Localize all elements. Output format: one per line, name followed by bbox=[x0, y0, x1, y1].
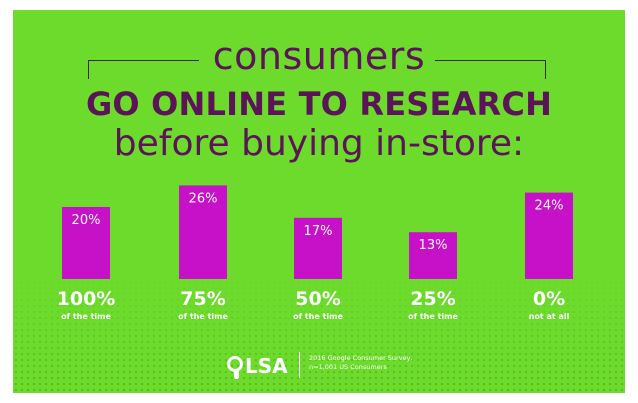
category-subtitle: of the time bbox=[293, 312, 343, 321]
bar-value-label: 13% bbox=[419, 238, 448, 253]
bar-0 bbox=[525, 192, 573, 279]
category-label: 50% bbox=[295, 288, 340, 310]
lsa-logo: LSA bbox=[227, 354, 288, 380]
category-label: 100% bbox=[57, 288, 116, 310]
category-label: 75% bbox=[180, 288, 225, 310]
bar-chart: 20% 100% of the time 26% 75% of the time 17% 50… bbox=[57, 185, 573, 321]
location-pin-icon bbox=[227, 356, 243, 379]
bar-value-label: 20% bbox=[72, 213, 101, 228]
title-rule-left bbox=[88, 60, 199, 79]
source-note-line1: 2016 Google Consumer Survey, bbox=[309, 354, 413, 362]
bar-50 bbox=[294, 217, 342, 279]
infographic-panel: consumers GO ONLINE TO RESEARCH before b… bbox=[13, 10, 625, 393]
category-subtitle: not at all bbox=[529, 312, 570, 321]
bar-value-label: 24% bbox=[535, 199, 564, 214]
labels-layer: 20% 100% of the time 26% 75% of the time 17% 50… bbox=[57, 191, 570, 321]
category-subtitle: of the time bbox=[61, 312, 111, 321]
bar-100 bbox=[62, 207, 110, 279]
source-note: 2016 Google Consumer Survey, n=1,001 US … bbox=[309, 354, 459, 372]
source-note-line2: n=1,001 US Consumers bbox=[309, 363, 387, 371]
bar-75 bbox=[179, 185, 227, 279]
logo-text: LSA bbox=[245, 354, 288, 378]
title-rule-right bbox=[435, 60, 546, 79]
title-row: consumers bbox=[13, 34, 625, 79]
category-subtitle: of the time bbox=[178, 312, 228, 321]
bar-25 bbox=[409, 232, 457, 279]
category-subtitle: of the time bbox=[408, 312, 458, 321]
title-line-before-buying: before buying in-store: bbox=[113, 123, 525, 164]
title-line-go-online: GO ONLINE TO RESEARCH bbox=[85, 85, 553, 123]
title-line-consumers: consumers bbox=[212, 34, 426, 78]
footer-divider bbox=[299, 352, 300, 378]
bars-layer bbox=[62, 185, 573, 279]
category-label: 0% bbox=[533, 288, 565, 310]
category-label: 25% bbox=[410, 288, 455, 310]
bar-value-label: 17% bbox=[304, 224, 333, 239]
bar-value-label: 26% bbox=[189, 191, 218, 206]
dot-pattern bbox=[13, 273, 625, 393]
footer: LSA 2016 Google Consumer Survey, n=1,001… bbox=[13, 350, 625, 382]
